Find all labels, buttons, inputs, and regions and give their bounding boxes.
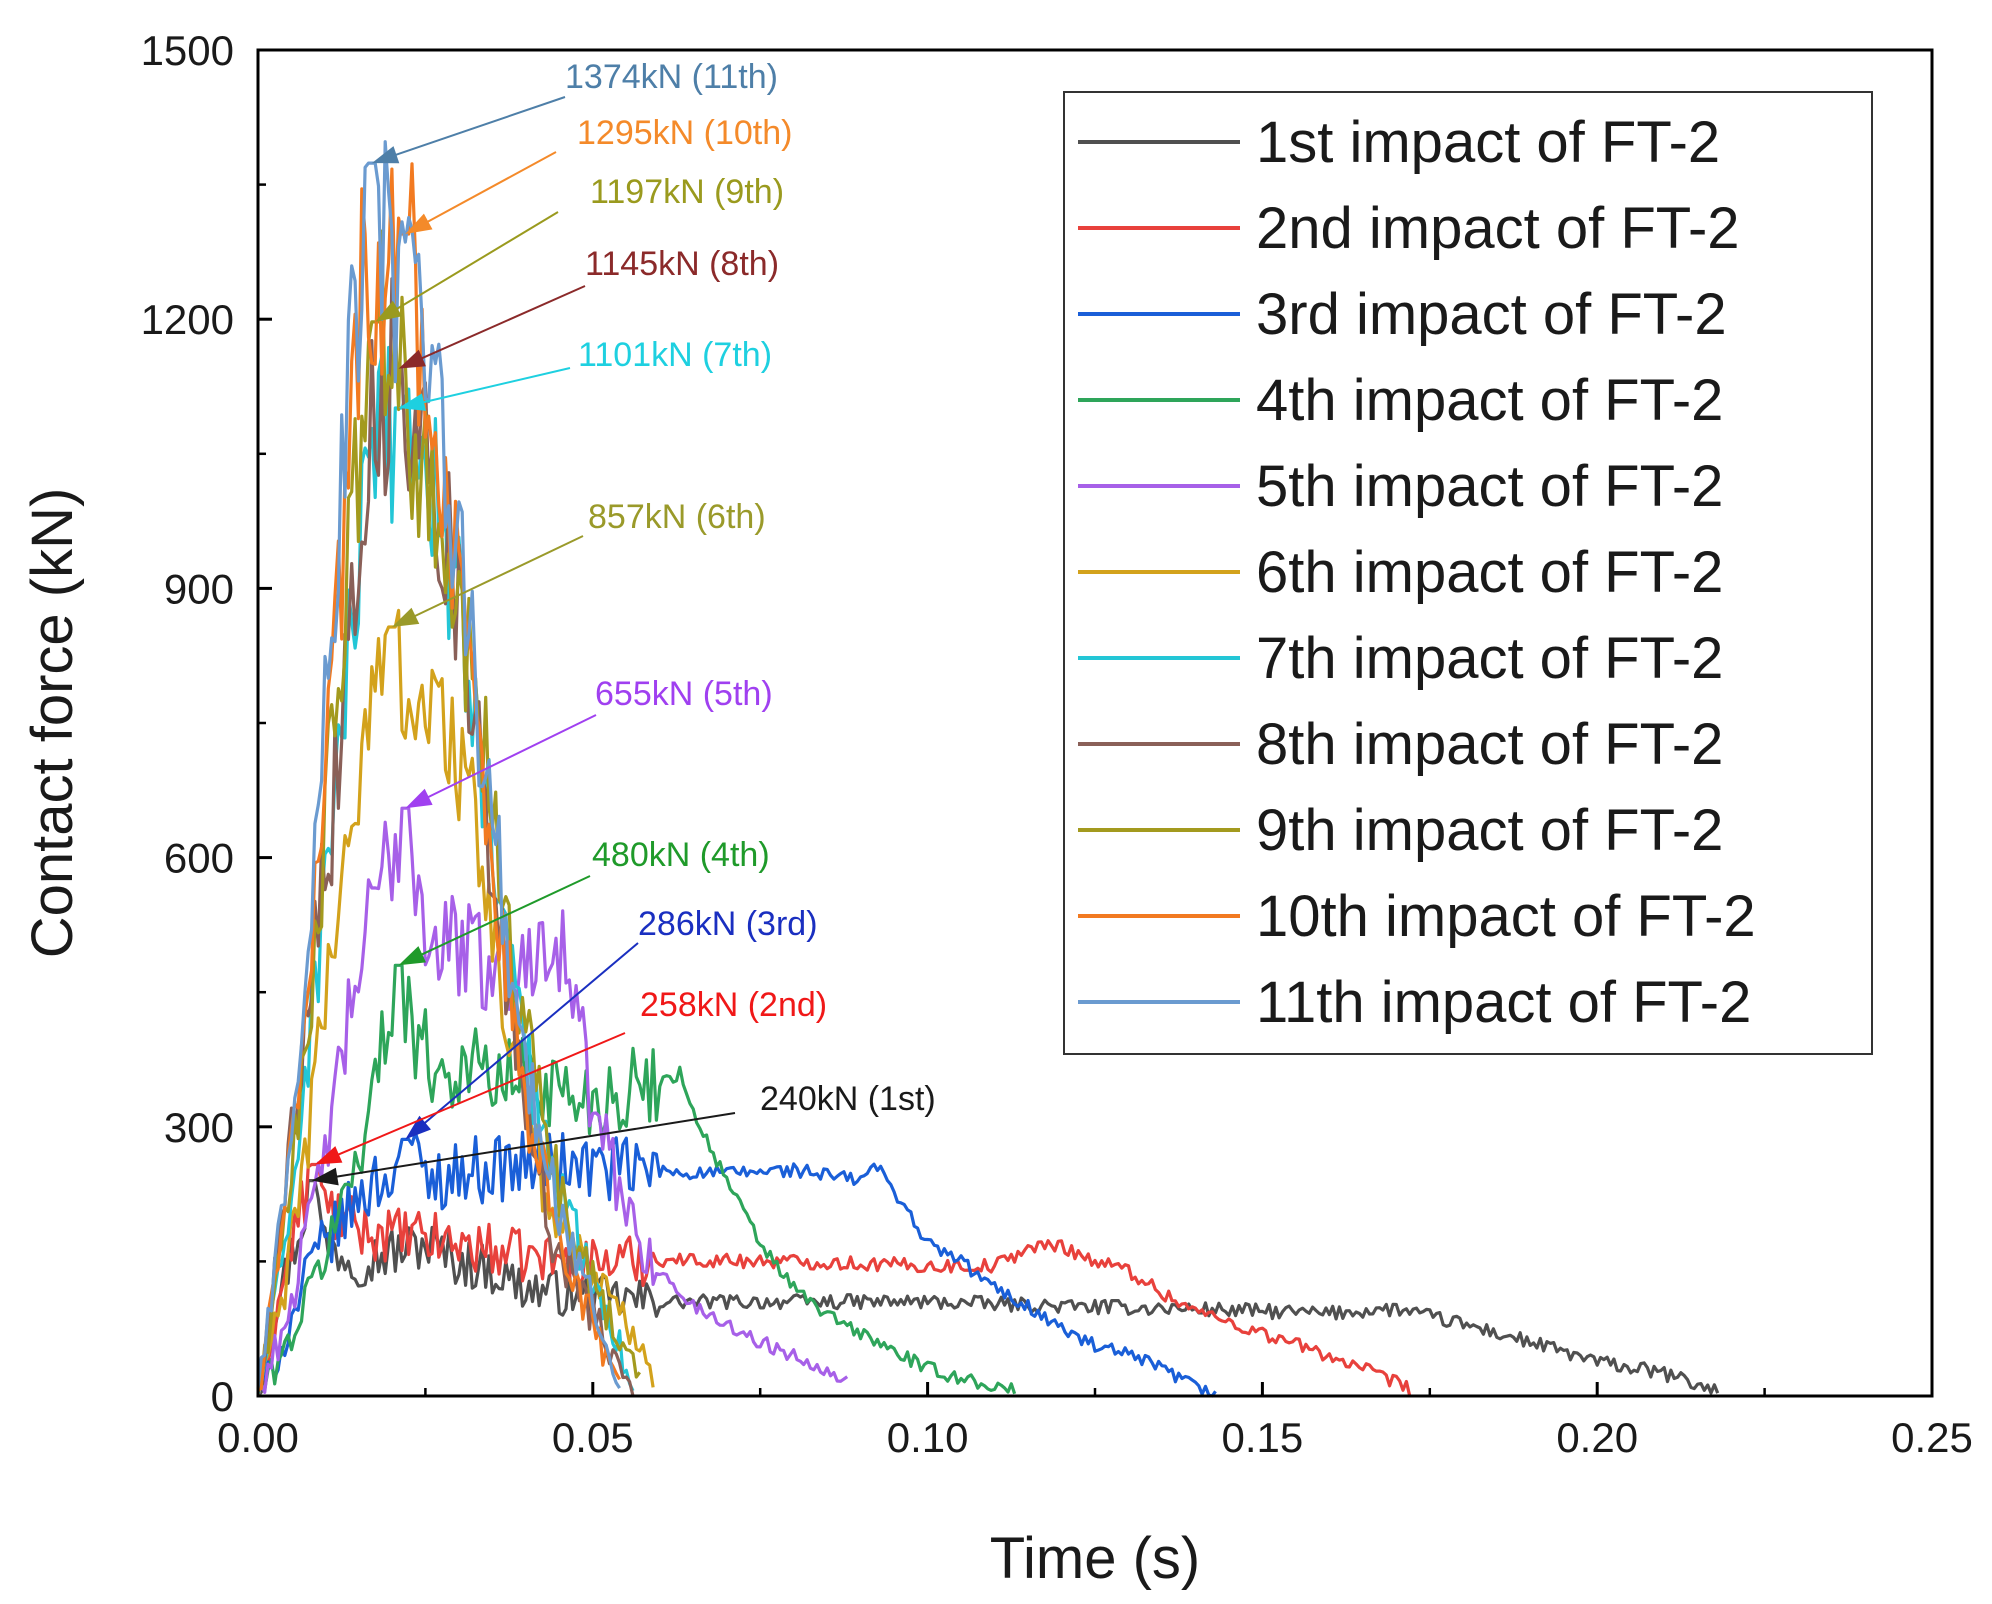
series-line-4 <box>256 963 1017 1397</box>
peak-arrow-line <box>416 285 586 362</box>
y-axis-title: Contact force (kN) <box>20 488 85 959</box>
x-tick-label: 0.15 <box>1222 1414 1304 1461</box>
peak-label: 240kN (1st) <box>760 1080 936 1118</box>
x-tick-label: 0.20 <box>1556 1414 1638 1461</box>
legend-label-7: 7th impact of FT-2 <box>1256 626 1723 691</box>
series-line-2 <box>256 1162 1412 1397</box>
legend-label-5: 5th impact of FT-2 <box>1256 454 1723 519</box>
peak-arrow-line <box>391 211 559 313</box>
series-line-5 <box>256 806 849 1397</box>
series-layer <box>256 140 1720 1398</box>
series-line-3 <box>256 1130 1217 1398</box>
peak-arrow-head <box>371 146 400 164</box>
peak-label: 655kN (5th) <box>595 675 773 713</box>
peak-arrow-head <box>398 393 426 411</box>
legend: 1st impact of FT-2 2nd impact of FT-2 3rd … <box>1063 91 1873 1055</box>
series-line-8 <box>256 277 635 1397</box>
x-tick-label: 0.05 <box>552 1414 634 1461</box>
peak-arrow-head <box>391 607 420 627</box>
legend-label-10: 10th impact of FT-2 <box>1256 884 1756 949</box>
legend-label-9: 9th impact of FT-2 <box>1256 798 1723 863</box>
peak-label: 1295kN (10th) <box>577 114 792 152</box>
peak-arrow-head <box>398 946 426 966</box>
peak-arrow-head <box>398 349 426 369</box>
legend-label-4: 4th impact of FT-2 <box>1256 368 1723 433</box>
annotation-layer: 1374kN (11th) 1295kN (10th) 1197kN (9th) 11… <box>311 58 936 1186</box>
peak-arrow-line <box>422 714 597 801</box>
peak-label: 286kN (3rd) <box>638 905 818 943</box>
peak-arrow-head <box>375 300 403 322</box>
legend-label-6: 6th impact of FT-2 <box>1256 540 1723 605</box>
peak-label: 258kN (2nd) <box>640 986 827 1024</box>
peak-arrow-head <box>405 1115 431 1140</box>
peak-label: 1145kN (8th) <box>585 245 779 283</box>
x-axis-title: Time (s) <box>990 1526 1200 1591</box>
peak-arrow-head <box>314 1146 343 1165</box>
peak-arrow-line <box>331 1112 736 1179</box>
peak-arrow-line <box>416 875 591 958</box>
y-tick-label: 1200 <box>141 296 234 343</box>
peak-label: 1197kN (9th) <box>590 173 784 211</box>
peak-arrow-head <box>311 1167 339 1186</box>
peak-arrow-line <box>422 151 557 226</box>
y-tick-label: 1500 <box>141 27 234 74</box>
peak-label: 1101kN (7th) <box>578 336 772 374</box>
peak-arrow-line <box>332 1032 626 1158</box>
peak-arrow-head <box>405 213 433 234</box>
x-tick-label: 0.00 <box>217 1414 299 1461</box>
x-tick-label: 0.25 <box>1891 1414 1973 1461</box>
y-tick-label: 300 <box>164 1104 234 1151</box>
legend-label-1: 1st impact of FT-2 <box>1256 110 1720 175</box>
y-tick-label: 600 <box>164 835 234 882</box>
y-tick-label: 0 <box>211 1373 234 1420</box>
axis-layer: 0.00 0.05 0.10 0.15 0.20 0.25 0 300 600 900 1200 15… <box>141 27 1973 1461</box>
peak-arrow-line <box>419 942 639 1128</box>
legend-label-2: 2nd impact of FT-2 <box>1256 196 1740 261</box>
peak-label: 480kN (4th) <box>592 836 770 874</box>
x-tick-label: 0.10 <box>887 1414 969 1461</box>
peak-label: 857kN (6th) <box>588 498 766 536</box>
series-line-1 <box>256 1179 1720 1398</box>
peak-arrow-head <box>405 788 433 809</box>
legend-label-3: 3rd impact of FT-2 <box>1256 282 1727 347</box>
y-tick-label: 900 <box>164 565 234 612</box>
legend-label-8: 8th impact of FT-2 <box>1256 712 1723 777</box>
peak-arrow-line <box>390 96 566 158</box>
peak-arrow-line <box>409 535 584 620</box>
legend-label-11: 11th impact of FT-2 <box>1256 970 1751 1035</box>
peak-arrow-line <box>417 367 571 405</box>
peak-label: 1374kN (11th) <box>565 58 778 96</box>
series-line-11 <box>256 140 621 1389</box>
